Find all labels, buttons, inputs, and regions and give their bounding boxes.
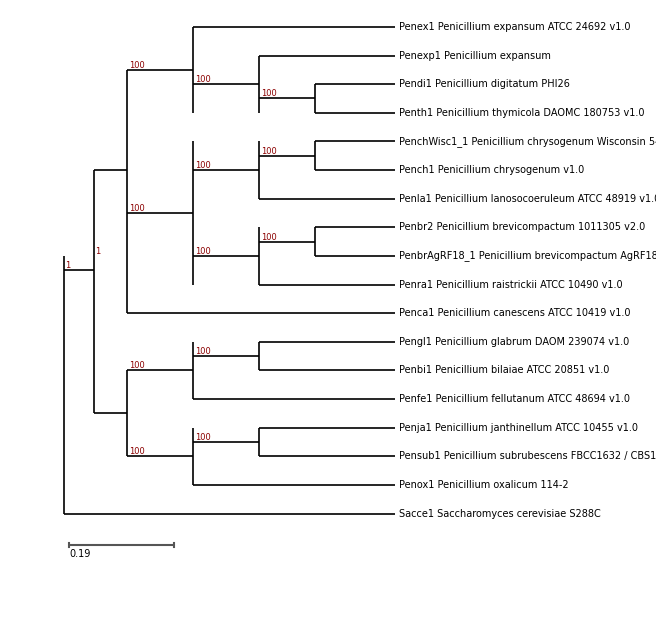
- Text: Pengl1 Penicillium glabrum DAOM 239074 v1.0: Pengl1 Penicillium glabrum DAOM 239074 v…: [399, 337, 629, 347]
- Text: Pensub1 Penicillium subrubescens FBCC1632 / CBS132785: Pensub1 Penicillium subrubescens FBCC163…: [399, 452, 656, 462]
- Text: 100: 100: [261, 147, 277, 156]
- Text: 100: 100: [129, 204, 144, 213]
- Text: 100: 100: [261, 232, 277, 242]
- Text: Pench1 Penicillium chrysogenum v1.0: Pench1 Penicillium chrysogenum v1.0: [399, 165, 584, 175]
- Text: Penfe1 Penicillium fellutanum ATCC 48694 v1.0: Penfe1 Penicillium fellutanum ATCC 48694…: [399, 394, 630, 404]
- Text: PenchWisc1_1 Penicillium chrysogenum Wisconsin 54-1255: PenchWisc1_1 Penicillium chrysogenum Wis…: [399, 136, 656, 147]
- Text: Penca1 Penicillium canescens ATCC 10419 v1.0: Penca1 Penicillium canescens ATCC 10419 …: [399, 308, 630, 318]
- Text: 0.19: 0.19: [69, 550, 91, 560]
- Text: 100: 100: [261, 89, 277, 99]
- Text: Pendi1 Penicillium digitatum PHI26: Pendi1 Penicillium digitatum PHI26: [399, 79, 570, 89]
- Text: Penja1 Penicillium janthinellum ATCC 10455 v1.0: Penja1 Penicillium janthinellum ATCC 104…: [399, 423, 638, 433]
- Text: 100: 100: [195, 347, 211, 356]
- Text: Penexp1 Penicillium expansum: Penexp1 Penicillium expansum: [399, 50, 551, 60]
- Text: Penra1 Penicillium raistrickii ATCC 10490 v1.0: Penra1 Penicillium raistrickii ATCC 1049…: [399, 279, 623, 290]
- Text: 1: 1: [96, 247, 101, 256]
- Text: 100: 100: [129, 362, 144, 371]
- Text: Penth1 Penicillium thymicola DAOMC 180753 v1.0: Penth1 Penicillium thymicola DAOMC 18075…: [399, 108, 644, 118]
- Text: Sacce1 Saccharomyces cerevisiae S288C: Sacce1 Saccharomyces cerevisiae S288C: [399, 509, 601, 519]
- Text: 1: 1: [65, 261, 70, 270]
- Text: 100: 100: [195, 161, 211, 170]
- Text: 100: 100: [129, 447, 144, 457]
- Text: 100: 100: [195, 247, 211, 256]
- Text: Penox1 Penicillium oxalicum 114-2: Penox1 Penicillium oxalicum 114-2: [399, 480, 569, 490]
- Text: Penla1 Penicillium lanosocoeruleum ATCC 48919 v1.0: Penla1 Penicillium lanosocoeruleum ATCC …: [399, 193, 656, 203]
- Text: 100: 100: [129, 61, 144, 70]
- Text: Penbr2 Penicillium brevicompactum 1011305 v2.0: Penbr2 Penicillium brevicompactum 101130…: [399, 222, 646, 232]
- Text: 100: 100: [195, 75, 211, 84]
- Text: Penbi1 Penicillium bilaiae ATCC 20851 v1.0: Penbi1 Penicillium bilaiae ATCC 20851 v1…: [399, 365, 609, 376]
- Text: 100: 100: [195, 433, 211, 442]
- Text: Penex1 Penicillium expansum ATCC 24692 v1.0: Penex1 Penicillium expansum ATCC 24692 v…: [399, 22, 630, 32]
- Text: PenbrAgRF18_1 Penicillium brevicompactum AgRF18 v1.0: PenbrAgRF18_1 Penicillium brevicompactum…: [399, 251, 656, 261]
